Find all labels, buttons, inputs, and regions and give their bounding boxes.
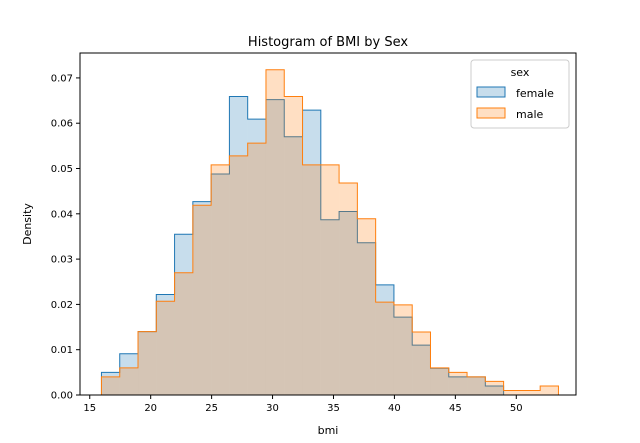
bar-male <box>101 376 120 395</box>
y-tick-label: 0.03 <box>51 255 73 266</box>
bar-female <box>302 110 321 395</box>
y-tick-label: 0.05 <box>51 164 73 175</box>
y-tick-label: 0.04 <box>51 209 73 220</box>
bar-male <box>448 372 468 395</box>
bar-male <box>247 143 266 395</box>
legend-label-female: female <box>516 87 554 100</box>
bar-female <box>485 385 504 395</box>
bar-male <box>412 332 431 395</box>
bar-female <box>320 219 340 395</box>
x-axis-ticks: 15 20 25 30 35 40 45 50 <box>83 395 523 414</box>
legend-swatch-male <box>476 107 506 119</box>
y-axis-ticks: 0.00 0.01 0.02 0.03 0.04 0.05 0.06 0.07 <box>51 73 80 402</box>
bar-male <box>503 390 522 395</box>
bar-female <box>138 331 157 395</box>
y-tick-label: 0.02 <box>51 300 73 311</box>
histogram-bars <box>100 69 559 396</box>
x-tick-label: 20 <box>144 403 157 414</box>
step-outline-female <box>100 95 559 396</box>
bar-male <box>138 331 157 395</box>
y-tick-label: 0.00 <box>51 391 73 402</box>
legend-frame <box>470 59 570 129</box>
bar-male <box>302 164 321 395</box>
bar-female <box>430 368 449 395</box>
bar-male <box>156 301 175 395</box>
bar-female <box>174 234 193 395</box>
bar-male <box>375 302 394 395</box>
bar-male <box>119 367 139 395</box>
y-tick-label: 0.01 <box>51 345 73 356</box>
bar-female <box>119 353 139 395</box>
bar-female <box>265 99 285 395</box>
x-tick-label: 25 <box>205 403 218 414</box>
chart-title: Histogram of BMI by Sex <box>248 35 408 50</box>
bar-female <box>229 96 248 396</box>
bar-female <box>101 372 120 395</box>
bar-male <box>430 367 449 395</box>
bar-female <box>357 242 376 395</box>
legend-label-male: male <box>516 108 544 121</box>
step-outline-male <box>100 69 559 395</box>
bar-male <box>540 385 559 395</box>
bar-male <box>174 272 193 395</box>
bar-male <box>265 69 285 396</box>
bar-male <box>211 164 230 395</box>
bar-male <box>320 164 340 395</box>
bar-female <box>467 376 486 395</box>
axes <box>79 52 577 396</box>
x-tick-label: 45 <box>449 403 462 414</box>
x-tick-label: 35 <box>327 403 340 414</box>
bar-male <box>357 218 376 395</box>
series-female <box>100 95 559 396</box>
series-male <box>100 69 559 396</box>
bar-female <box>393 317 413 395</box>
bar-female <box>284 136 303 395</box>
bar-female <box>211 173 230 395</box>
x-tick-label: 40 <box>388 403 401 414</box>
x-tick-label: 50 <box>510 403 523 414</box>
x-tick-label: 15 <box>83 403 96 414</box>
bar-female <box>412 345 431 395</box>
bar-male <box>521 390 541 395</box>
y-tick-label: 0.07 <box>51 73 73 84</box>
bar-male <box>393 304 413 395</box>
bar-female <box>247 119 266 395</box>
plot-frame <box>79 52 577 396</box>
x-tick-label: 30 <box>266 403 279 414</box>
bar-female <box>448 376 468 395</box>
y-tick-label: 0.06 <box>51 119 73 130</box>
legend-title: sex <box>511 66 530 79</box>
y-axis-title: Density <box>21 203 34 245</box>
bar-male <box>339 183 358 395</box>
bar-male <box>467 376 486 395</box>
bar-male <box>284 96 303 396</box>
bar-female <box>375 284 394 395</box>
x-axis-title: bmi <box>318 424 339 437</box>
bar-male <box>192 205 212 395</box>
bar-female <box>192 201 212 395</box>
bar-male <box>485 381 504 395</box>
bar-female <box>156 294 175 395</box>
bar-female <box>339 211 358 395</box>
bar-male <box>229 155 248 395</box>
legend: sex female male <box>470 59 570 129</box>
legend-swatch-female <box>476 86 506 98</box>
